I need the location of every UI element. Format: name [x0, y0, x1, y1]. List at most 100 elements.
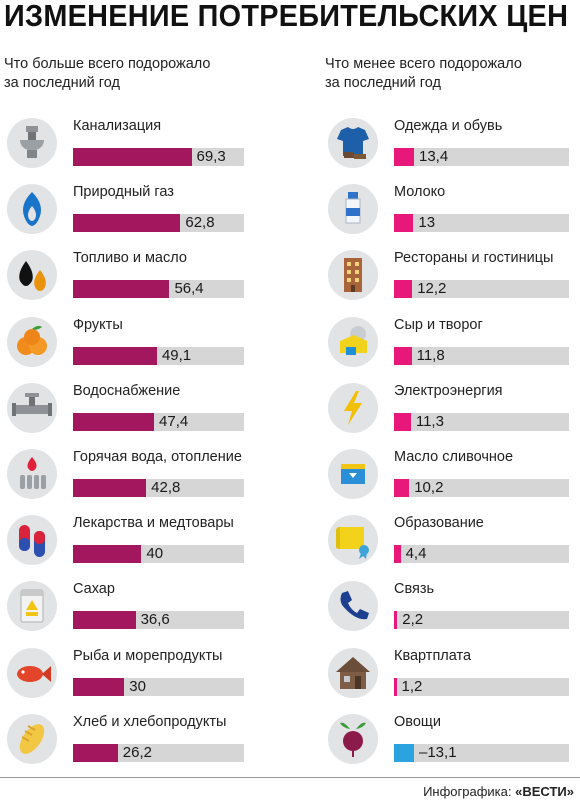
bar-track [394, 280, 569, 299]
left-chart-row: Сахар 36,6 [7, 581, 267, 647]
value-label: 40 [146, 545, 164, 563]
right-chart-row: Электроэнергия 11,3 [328, 382, 580, 449]
category-label: Овощи [394, 713, 441, 730]
bar-track [73, 214, 244, 233]
bar [394, 677, 397, 696]
value-label: 56,4 [174, 280, 204, 298]
right-chart-row: Образование 4,4 [328, 515, 580, 581]
left-chart-row: Рыба и морепродукты 30 [7, 647, 267, 714]
right-chart-title: Что менее всего подорожало за последний … [325, 55, 522, 93]
value-label: 36,6 [140, 611, 170, 629]
value-label: 2,2 [402, 611, 424, 629]
bar-track [394, 611, 569, 630]
oil-drops-icon [7, 250, 57, 301]
category-label: Электроэнергия [394, 382, 503, 399]
value-label: 12,2 [417, 280, 447, 298]
left-chart-row: Природный газ 62,8 [7, 184, 267, 250]
left-chart-row: Горячая вода, отопление 42,8 [7, 449, 267, 515]
category-label: Рестораны и гостиницы [394, 250, 554, 267]
left-chart-row: Канализация 69,3 [7, 118, 267, 184]
left-chart-row: Лекарства и медтовары 40 [7, 515, 267, 581]
bar [394, 280, 413, 299]
bar [73, 479, 147, 497]
bar-track [73, 412, 244, 431]
credit: Инфографика: «ВЕСТИ» [423, 784, 574, 799]
value-label: 13,4 [419, 148, 449, 165]
category-label: Топливо и масло [73, 250, 187, 267]
value-label: 62,8 [185, 214, 215, 232]
left-chart-title: Что больше всего подорожало за последний… [4, 55, 210, 93]
category-label: Лекарства и медтовары [73, 515, 234, 532]
bar [73, 214, 181, 233]
category-label: Квартплата [394, 647, 472, 664]
house-icon [328, 647, 378, 698]
butter-icon [328, 449, 378, 499]
fish-icon [7, 647, 57, 698]
right-chart-row: Квартплата 1,2 [328, 647, 580, 714]
right-chart-row: Овощи –13,1 [328, 713, 580, 780]
pills-icon [7, 515, 57, 566]
sugar-icon [7, 581, 57, 632]
bar-track [394, 545, 569, 564]
category-label: Сахар [73, 581, 115, 598]
category-label: Одежда и обувь [394, 118, 503, 134]
bar [73, 346, 157, 365]
lightning-icon [328, 382, 378, 433]
value-label: 4,4 [405, 545, 427, 563]
bar [73, 743, 118, 762]
value-label: 1,2 [401, 677, 423, 695]
right-chart-row: Рестораны и гостиницы 12,2 [328, 250, 580, 316]
left-chart-row: Хлеб и хлебопродукты 26,2 [7, 713, 267, 780]
toilet-icon [7, 118, 57, 168]
bar-track [73, 545, 244, 564]
category-label: Сыр и творог [394, 316, 483, 333]
bar-track [73, 280, 244, 299]
value-label: 11,3 [415, 412, 444, 430]
right-chart-title-line-1: Что менее всего подорожало [325, 56, 522, 72]
value-label: 30 [129, 677, 146, 695]
bar-track [394, 148, 569, 166]
bar [73, 280, 170, 299]
bar [394, 148, 414, 166]
gas-flame-icon [7, 184, 57, 235]
right-chart-row: Связь 2,2 [328, 581, 580, 647]
right-chart-title-line-2: за последний год [325, 75, 441, 91]
category-label: Фрукты [73, 316, 123, 333]
right-chart-row: Молоко 13 [328, 184, 580, 250]
value-label: 11,8 [416, 346, 445, 364]
credit-brand: «ВЕСТИ» [515, 784, 574, 799]
bar [73, 412, 155, 431]
value-label: 26,2 [122, 743, 152, 761]
diploma-icon [328, 515, 378, 566]
value-label: 10,2 [414, 479, 444, 496]
bar [394, 611, 398, 630]
category-label: Канализация [73, 118, 162, 134]
right-chart-row: Масло сливочное 10,2 [328, 449, 580, 515]
bar-track [73, 479, 244, 497]
bar [73, 677, 125, 696]
bar-track [394, 412, 569, 431]
category-label: Рыба и морепродукты [73, 647, 223, 664]
value-label: 42,8 [151, 479, 181, 496]
water-pipe-icon [7, 382, 57, 433]
bar-track [394, 677, 569, 696]
bar-track [73, 611, 244, 630]
phone-icon [328, 581, 378, 632]
hotel-icon [328, 250, 378, 301]
bar-track [73, 346, 244, 365]
category-label: Природный газ [73, 184, 174, 201]
category-label: Образование [394, 515, 484, 532]
beet-icon [328, 713, 378, 764]
left-chart-row: Водоснабжение 47,4 [7, 382, 267, 449]
value-label: 47,4 [159, 412, 189, 430]
footer-divider [0, 777, 580, 778]
category-label: Водоснабжение [73, 382, 181, 399]
page-title: ИЗМЕНЕНИЕ ПОТРЕБИТЕЛЬСКИХ ЦЕН [4, 0, 569, 33]
milk-icon [328, 184, 378, 235]
bar-track [394, 346, 569, 365]
bar [73, 148, 192, 166]
value-label: 49,1 [161, 346, 192, 364]
heating-radiator-icon [7, 449, 57, 499]
bar-track [73, 743, 244, 762]
right-chart-row: Сыр и творог 11,8 [328, 316, 580, 383]
